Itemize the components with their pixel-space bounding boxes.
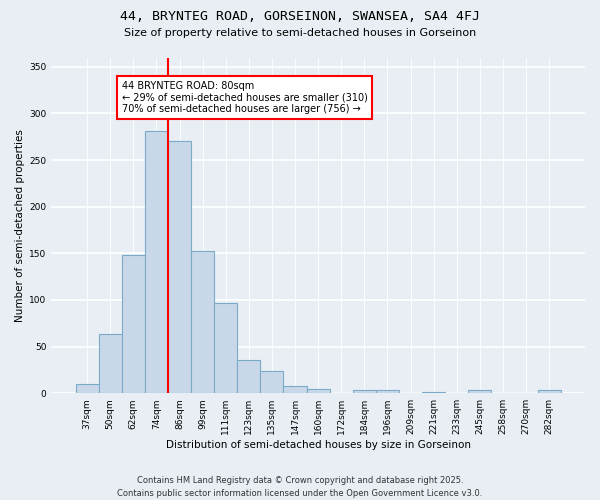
Y-axis label: Number of semi-detached properties: Number of semi-detached properties [15, 129, 25, 322]
Bar [422, 392, 445, 393]
Bar [469, 390, 491, 393]
Bar [98, 334, 122, 393]
Bar [353, 390, 376, 393]
Bar [214, 303, 237, 393]
Bar [145, 131, 168, 393]
Text: Contains HM Land Registry data © Crown copyright and database right 2025.
Contai: Contains HM Land Registry data © Crown c… [118, 476, 482, 498]
Bar [283, 386, 307, 393]
X-axis label: Distribution of semi-detached houses by size in Gorseinon: Distribution of semi-detached houses by … [166, 440, 470, 450]
Bar [260, 371, 283, 393]
Bar [237, 360, 260, 393]
Bar [76, 384, 98, 393]
Bar [376, 390, 399, 393]
Text: 44, BRYNTEG ROAD, GORSEINON, SWANSEA, SA4 4FJ: 44, BRYNTEG ROAD, GORSEINON, SWANSEA, SA… [120, 10, 480, 23]
Text: 44 BRYNTEG ROAD: 80sqm
← 29% of semi-detached houses are smaller (310)
70% of se: 44 BRYNTEG ROAD: 80sqm ← 29% of semi-det… [122, 81, 368, 114]
Bar [168, 142, 191, 393]
Text: Size of property relative to semi-detached houses in Gorseinon: Size of property relative to semi-detach… [124, 28, 476, 38]
Bar [307, 388, 329, 393]
Bar [191, 252, 214, 393]
Bar [538, 390, 561, 393]
Bar [122, 255, 145, 393]
